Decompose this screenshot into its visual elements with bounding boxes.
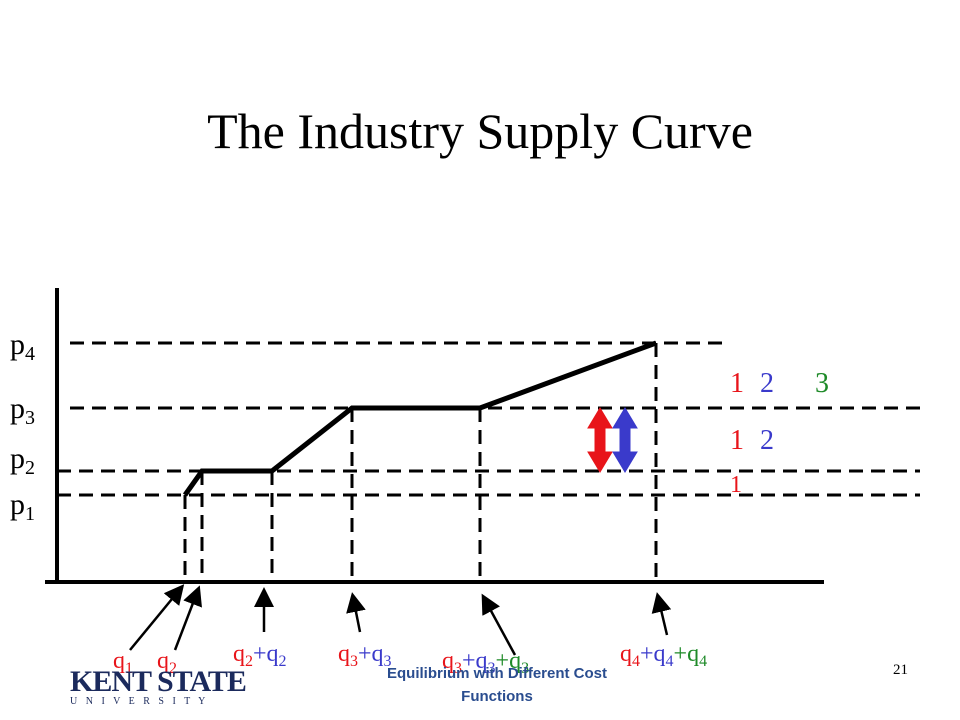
price-label: p2 bbox=[10, 442, 35, 479]
logo: KENT STATE U N I V E R S I T Y bbox=[70, 665, 247, 708]
label-base: q bbox=[509, 648, 521, 674]
label-base: q bbox=[157, 648, 169, 674]
firm-label: 2 bbox=[760, 425, 774, 456]
plus: + bbox=[674, 641, 688, 667]
label-base: q bbox=[233, 641, 245, 667]
subscript: 1 bbox=[25, 503, 35, 525]
subscript: 2 bbox=[279, 653, 287, 670]
quantity-lines bbox=[183, 343, 658, 582]
subscript: 4 bbox=[632, 653, 640, 670]
label-base: q bbox=[338, 641, 350, 667]
subscript: 3 bbox=[25, 407, 35, 429]
price-label: p4 bbox=[10, 328, 35, 365]
subscript: 3 bbox=[384, 653, 392, 670]
firm-label: 1 bbox=[730, 472, 742, 498]
quantity-label: q2​ bbox=[157, 648, 177, 677]
quantity-label: q3​+q3​+q3​ bbox=[442, 648, 529, 677]
quantity-label: q3​+q3​ bbox=[338, 641, 392, 670]
plus: + bbox=[640, 641, 654, 667]
footer-text: Equilibrium with Different Cost Function… bbox=[387, 665, 607, 705]
label-base: q bbox=[442, 648, 454, 674]
label-base: q bbox=[476, 648, 488, 674]
plus: + bbox=[462, 648, 476, 674]
quantity-label: q4​+q4​+q4​ bbox=[620, 641, 707, 670]
logo-name: KENT STATE bbox=[70, 665, 247, 698]
logo-sub: U N I V E R S I T Y bbox=[70, 696, 209, 707]
label-base: q bbox=[113, 648, 125, 674]
label-base: q bbox=[372, 641, 384, 667]
firm-label: 1 bbox=[730, 368, 744, 399]
subscript: 3 bbox=[488, 660, 496, 677]
subscript: 4 bbox=[25, 343, 35, 365]
subscript: 4 bbox=[699, 653, 707, 670]
label-base: p bbox=[10, 442, 25, 475]
plus: + bbox=[496, 648, 510, 674]
subscript: 3 bbox=[521, 660, 529, 677]
firm-label: 2 bbox=[760, 368, 774, 399]
double-arrow bbox=[587, 407, 613, 473]
quantity-label: q2​+q2​ bbox=[233, 641, 287, 670]
price-label: p1 bbox=[10, 488, 35, 525]
title: The Industry Supply Curve bbox=[207, 103, 753, 159]
plus: + bbox=[358, 641, 372, 667]
subscript: 2 bbox=[25, 457, 35, 479]
label-base: p bbox=[10, 488, 25, 521]
firm-label: 3 bbox=[815, 368, 829, 399]
label-base: q bbox=[620, 641, 632, 667]
subscript: 2 bbox=[169, 660, 177, 677]
subscript: 4 bbox=[666, 653, 674, 670]
double-arrow bbox=[612, 407, 638, 473]
supply-curve bbox=[182, 340, 657, 497]
label-base: p bbox=[10, 328, 25, 361]
pointer-arrows bbox=[129, 584, 672, 656]
page-number: 21 bbox=[893, 662, 908, 678]
plus: + bbox=[253, 641, 267, 667]
label-base: q bbox=[267, 641, 279, 667]
price-label: p3 bbox=[10, 392, 35, 429]
subscript: 3 bbox=[454, 660, 462, 677]
quantity-label: q1​ bbox=[113, 648, 133, 677]
firm-label: 1 bbox=[730, 425, 744, 456]
label-base: q bbox=[687, 641, 699, 667]
label-base: p bbox=[10, 392, 25, 425]
subscript: 1 bbox=[125, 660, 133, 677]
subscript: 2 bbox=[245, 653, 253, 670]
label-base: q bbox=[654, 641, 666, 667]
subscript: 3 bbox=[350, 653, 358, 670]
